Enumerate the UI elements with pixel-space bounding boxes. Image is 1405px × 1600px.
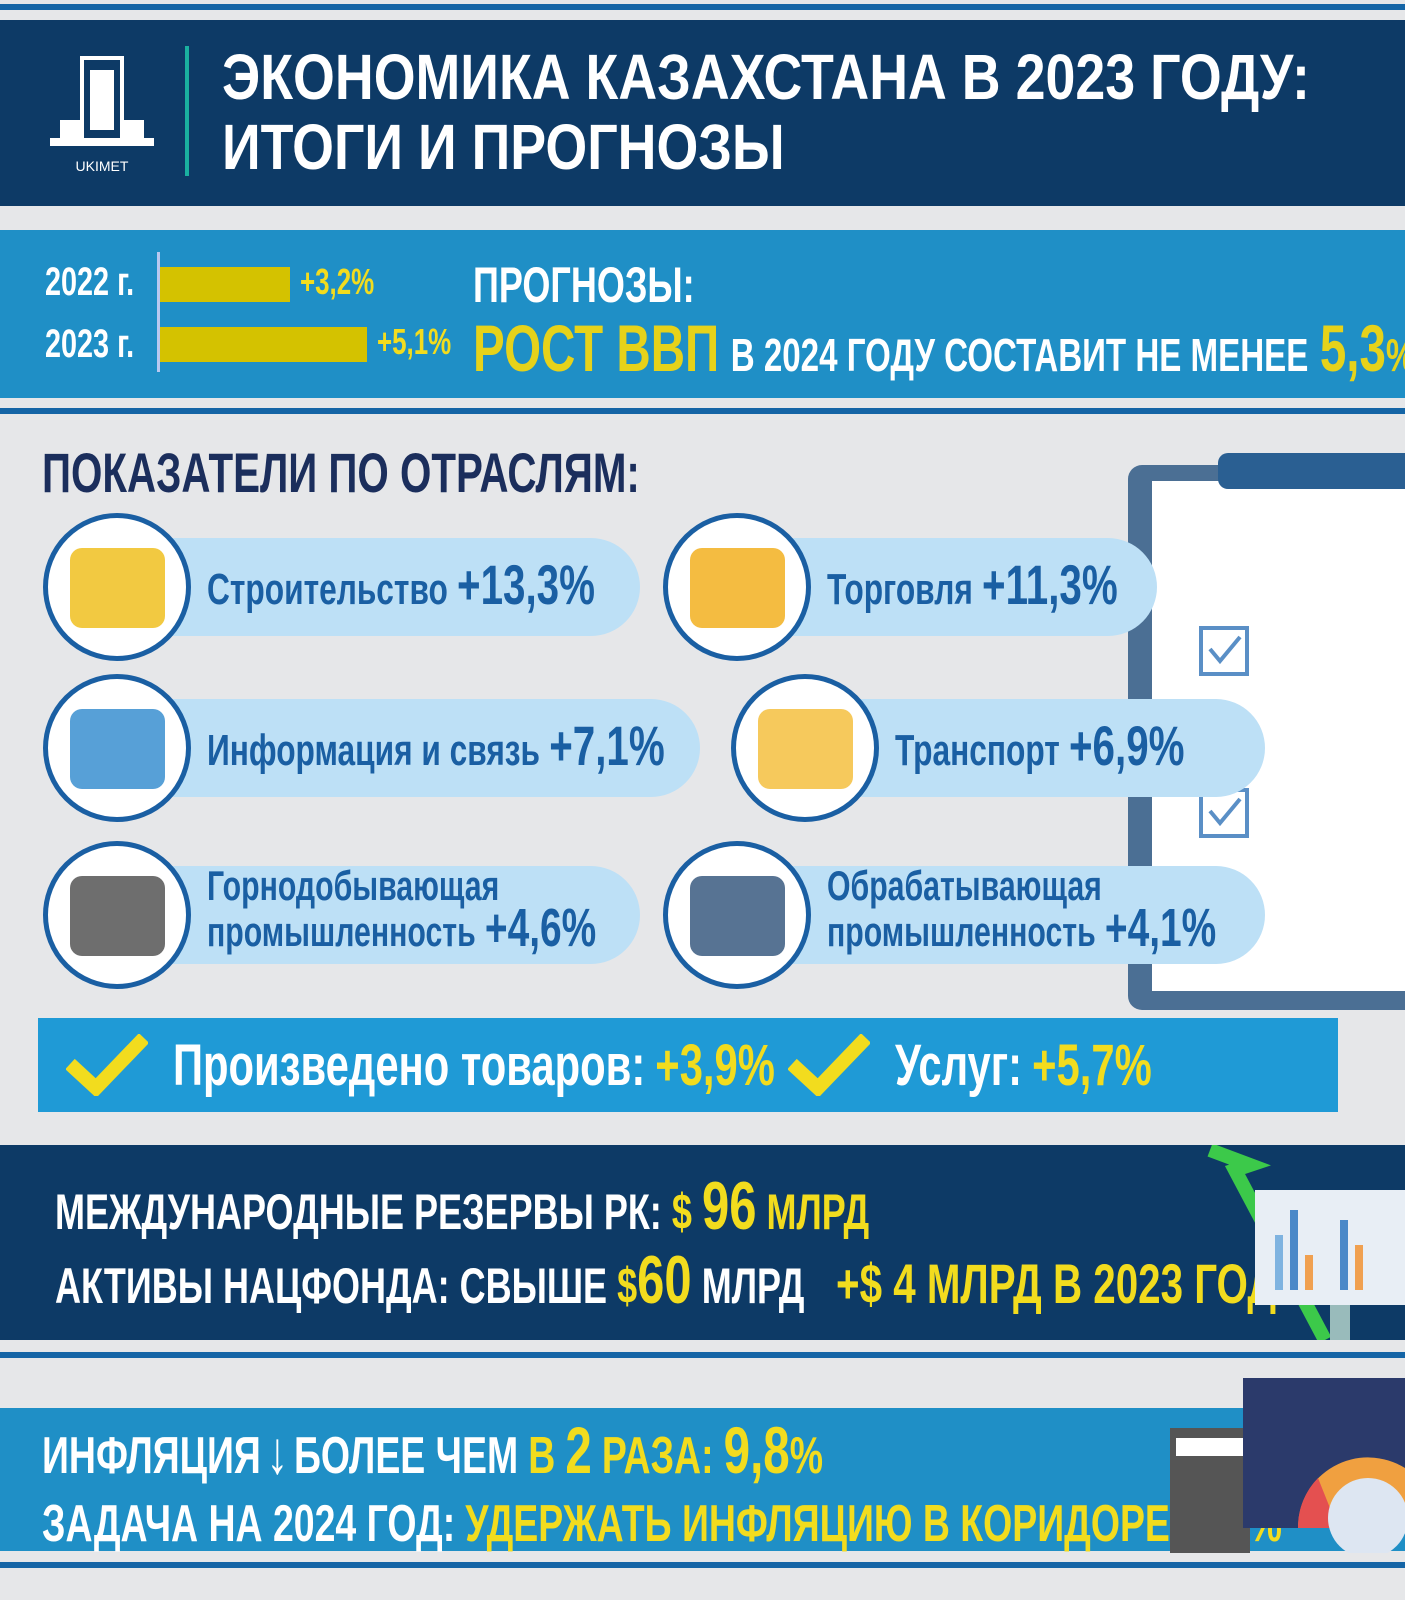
bar-data-label: +5,1%	[376, 321, 451, 362]
sector-label: Обрабатывающая	[827, 862, 1102, 909]
forecast-heading: ПРОГНОЗЫ:	[473, 257, 695, 313]
satellite-icon	[43, 674, 191, 822]
inflation-label: ИНФЛЯЦИЯ	[42, 1427, 261, 1485]
inflation-text: РАЗА:	[601, 1427, 714, 1485]
goods-label: Произведено товаров:	[173, 1033, 646, 1098]
natfund-label: АКТИВЫ НАЦФОНДА: СВЫШЕ	[55, 1258, 608, 1314]
task-text: УДЕРЖАТЬ ИНФЛЯЦИЮ В КОРИДОРЕ	[465, 1495, 1170, 1553]
currency: $	[617, 1258, 638, 1314]
reserves-label: МЕЖДУНАРОДНЫЕ РЕЗЕРВЫ РК:	[55, 1184, 662, 1240]
inflation-text: В	[528, 1427, 556, 1485]
construction-crane-icon	[43, 513, 191, 661]
sector-value: +4,1%	[1104, 898, 1217, 958]
sector-label: промышленность	[207, 908, 476, 955]
sector-value: +6,9%	[1069, 714, 1185, 777]
title-line1: ЭКОНОМИКА КАЗАХСТАНА В 2023 ГОДУ:	[222, 41, 1310, 113]
divider	[185, 46, 189, 176]
factory-icon	[663, 841, 811, 989]
truck-icon	[731, 674, 879, 822]
stripe	[0, 408, 1405, 414]
gdp-bar	[160, 267, 290, 302]
stripe	[0, 1562, 1405, 1568]
header: UKIMET ЭКОНОМИКА КАЗАХСТАНА В 2023 ГОДУ:…	[0, 20, 1405, 206]
currency: $	[671, 1184, 692, 1240]
forecast-value: 5,3	[1319, 311, 1386, 385]
sector-label: промышленность	[827, 908, 1096, 955]
gdp-band: 2022 г. 2023 г. ПРОГНОЗЫ: РОСТ ВВП В 202…	[0, 230, 1405, 398]
services-label: Услуг:	[895, 1033, 1023, 1098]
title-line2: ИТОГИ И ПРОГНОЗЫ	[222, 111, 785, 183]
sector-pill	[117, 866, 640, 964]
bar-data-label: +3,2%	[299, 261, 374, 302]
sector-label: Торговля	[827, 565, 973, 614]
top-stripe	[0, 4, 1405, 10]
down-arrow-icon: ↓	[266, 1419, 289, 1486]
inflation-text: БОЛЕЕ ЧЕМ	[293, 1427, 519, 1485]
sector-pill	[737, 866, 1265, 964]
inflation-band: ИНФЛЯЦИЯ ↓ БОЛЕЕ ЧЕМ В 2 РАЗА: 9,8 % ЗАД…	[0, 1378, 1405, 1555]
sectors-heading: ПОКАЗАТЕЛИ ПО ОТРАСЛЯМ:	[42, 441, 640, 504]
coal-cart-icon	[43, 841, 191, 989]
forecast-unit: %	[1386, 328, 1405, 382]
sector-value: +11,3%	[982, 553, 1118, 616]
sector-label: Транспорт	[895, 726, 1060, 775]
sector-pill	[805, 699, 1265, 797]
sector-value: +13,3%	[457, 553, 595, 616]
logo: UKIMET	[46, 50, 158, 180]
natfund-growth: +$ 4 МЛРД В 2023 ГОДУ	[836, 1252, 1302, 1315]
year-label: 2023 г.	[45, 322, 135, 366]
unit: МЛРД	[701, 1258, 805, 1314]
calculator-gauge-icon	[1170, 1378, 1405, 1553]
unit: МЛРД	[766, 1184, 870, 1240]
sector-pill	[117, 538, 640, 636]
unit: %	[789, 1427, 823, 1485]
sector-value: +7,1%	[549, 714, 665, 777]
sector-label: Информация и связь	[207, 726, 541, 775]
chart-axis	[157, 252, 160, 372]
sector-label: Горнодобывающая	[207, 862, 500, 909]
checkmark-icon	[66, 1034, 148, 1096]
government-building-icon	[50, 56, 154, 146]
sector-label: Строительство	[207, 565, 448, 614]
reserves-band: МЕЖДУНАРОДНЫЕ РЕЗЕРВЫ РК: $ 96 МЛРД АКТИ…	[0, 1145, 1405, 1340]
production-bar: Произведено товаров: +3,9% Услуг: +5,7%	[38, 1018, 1338, 1112]
logo-text: UKIMET	[75, 158, 129, 174]
forecast-text: В 2024 ГОДУ СОСТАВИТ НЕ МЕНЕЕ	[730, 329, 1309, 381]
sector-value: +4,6%	[484, 898, 597, 958]
forecast-gdp: РОСТ ВВП	[473, 311, 720, 385]
natfund-value: 60	[637, 1242, 692, 1318]
sector-pill	[117, 699, 700, 797]
monitor-chart-icon	[1207, 1145, 1405, 1340]
task-label: ЗАДАЧА НА 2024 ГОД:	[42, 1495, 456, 1553]
stripe	[0, 1352, 1405, 1358]
checkmark-icon	[788, 1034, 870, 1096]
inflation-value: 9,8	[723, 1413, 790, 1487]
services-value: +5,7%	[1032, 1033, 1152, 1098]
coins-icon	[663, 513, 811, 661]
gdp-bar	[160, 327, 367, 362]
inflation-times: 2	[565, 1413, 592, 1487]
goods-value: +3,9%	[655, 1033, 775, 1098]
year-label: 2022 г.	[45, 260, 135, 304]
reserves-value: 96	[701, 1168, 757, 1244]
